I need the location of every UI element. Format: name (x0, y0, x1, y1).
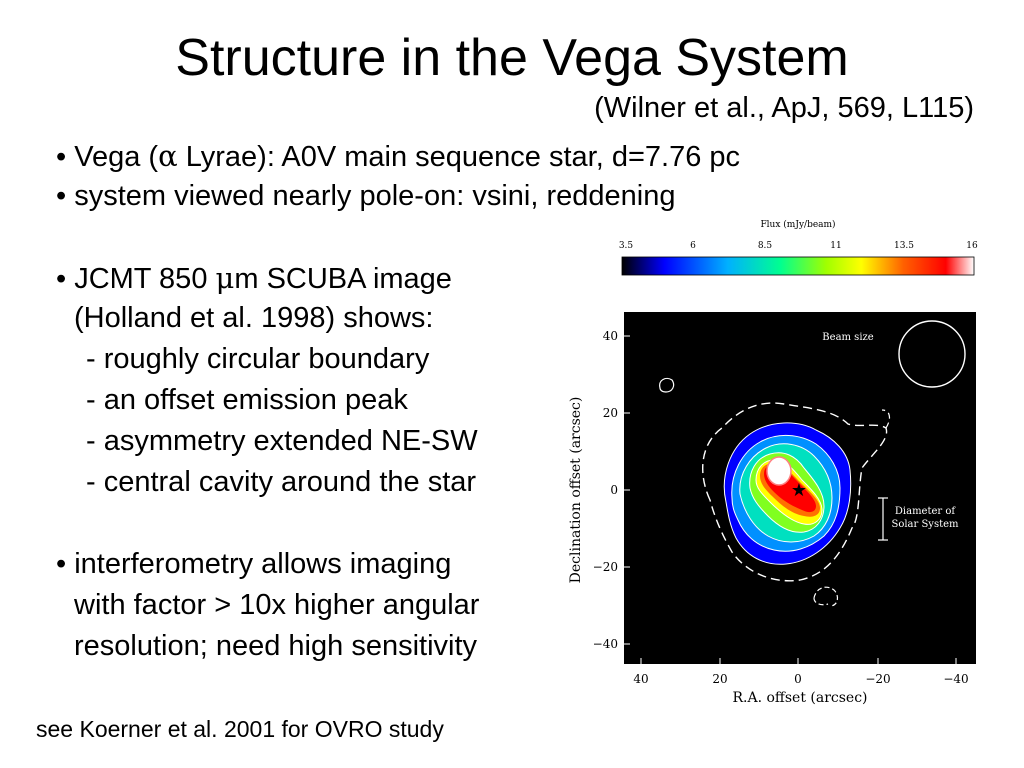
y-tick-label: 0 (610, 483, 618, 497)
bullet-jcmt-text-a: • JCMT 850 (56, 263, 216, 295)
bullet-jcmt: • JCMT 850 μm SCUBA image (56, 258, 452, 299)
sub-item: - roughly circular boundary (86, 343, 430, 375)
emission-peak (766, 456, 792, 486)
colorbar-tick: 11 (830, 241, 841, 251)
footnote: see Koerner et al. 2001 for OVRO study (36, 716, 444, 742)
noise-contour (881, 409, 891, 429)
colorbar-tick: 8.5 (758, 241, 773, 251)
x-tick-label: −20 (865, 672, 890, 686)
beam-circle (898, 320, 966, 388)
beam-size-label: Beam size (822, 332, 873, 343)
bullet-jcmt-text-b: m SCUBA image (234, 263, 452, 295)
citation-subtitle: (Wilner et al., ApJ, 569, L115) (594, 92, 974, 124)
bullet-interferometry-line2: with factor > 10x higher angular (74, 589, 480, 621)
bullet-jcmt-line2: (Holland et al. 1998) shows: (74, 302, 434, 334)
bullet-vega-text-a: • Vega ( (56, 141, 159, 173)
colorbar-label: Flux (mJy/beam) (760, 219, 835, 230)
bullet-vega: • Vega (α Lyrae): A0V main sequence star… (56, 136, 740, 177)
bullet-interferometry-line3: resolution; need high sensitivity (74, 630, 478, 662)
y-tick-label: 20 (603, 406, 618, 420)
alpha-symbol: α (158, 139, 178, 173)
x-tick-label: 20 (712, 672, 727, 686)
sub-item: - an offset emission peak (86, 384, 408, 416)
y-axis-label: Declination offset (arcsec) (568, 397, 584, 584)
mu-symbol: μ (215, 261, 235, 295)
colorbar (621, 256, 975, 276)
y-tick-label: 40 (603, 329, 618, 343)
bullet-interferometry: • interferometry allows imaging (56, 548, 452, 580)
scuba-image-figure: Flux (mJy/beam) 3.5 6 8.5 11 13.5 16 ★ B (560, 212, 990, 712)
x-tick-label: −40 (943, 672, 968, 686)
colorbar-tick: 13.5 (894, 241, 914, 251)
slide-title: Structure in the Vega System (175, 29, 849, 87)
colorbar-tick: 16 (966, 241, 978, 251)
bullet-pole-on: • system viewed nearly pole-on: vsini, r… (56, 180, 676, 212)
dashed-outer-contour (702, 402, 888, 582)
solar-system-label-2: Solar System (891, 519, 959, 530)
x-axis-label: R.A. offset (arcsec) (732, 690, 867, 706)
star-icon: ★ (791, 480, 807, 501)
y-tick-label: −40 (593, 637, 618, 651)
colorbar-ticks: 3.5 6 8.5 11 13.5 16 (619, 241, 978, 251)
y-tick-label: −20 (593, 560, 618, 574)
solar-system-label-1: Diameter of (895, 506, 956, 517)
scuba-image-svg: Flux (mJy/beam) 3.5 6 8.5 11 13.5 16 ★ B (568, 219, 978, 706)
sub-item: - asymmetry extended NE-SW (86, 425, 478, 457)
x-tick-label: 40 (633, 672, 648, 686)
bullet-vega-text-b: Lyrae): A0V main sequence star, d=7.76 p… (177, 141, 741, 173)
axis-tick-marks (624, 335, 957, 664)
x-tick-label: 0 (794, 672, 802, 686)
colorbar-tick: 3.5 (619, 241, 634, 251)
noise-contour (813, 586, 839, 607)
colorbar-tick: 6 (690, 241, 696, 251)
sub-item: - central cavity around the star (86, 466, 477, 498)
noise-contour (659, 377, 675, 393)
